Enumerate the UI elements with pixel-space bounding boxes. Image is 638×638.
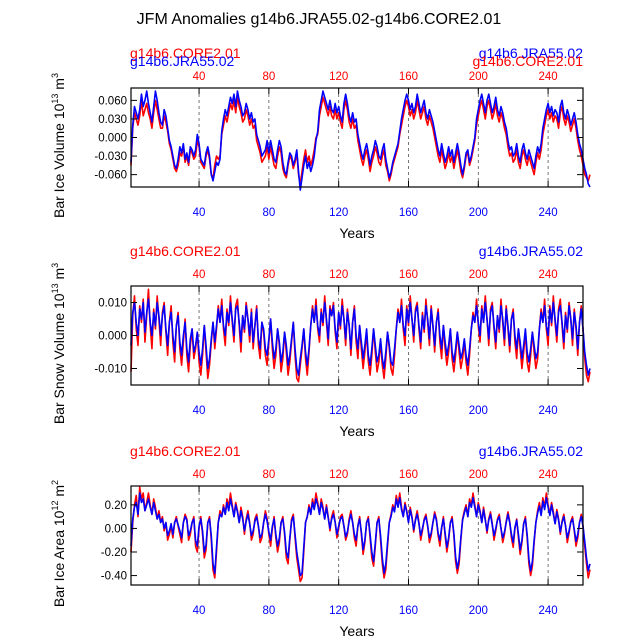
ytick-label: -0.40 — [101, 571, 127, 583]
series-line-jra — [130, 492, 591, 577]
xtick-label-top: 80 — [262, 269, 275, 281]
legend-left-top: g14b6.CORE2.01 — [130, 243, 241, 259]
ytick-label: -0.010 — [94, 364, 127, 376]
panels: 0.060 0.030 0.000 -0.030 -0.060 40 40 80 80 120 12… — [50, 45, 591, 638]
xtick-label-bottom: 200 — [469, 207, 488, 219]
ytick-label: 0.000 — [98, 133, 127, 145]
y-axis-label-main: Bar Ice Volume 10 — [51, 103, 67, 218]
series-line-jra — [130, 90, 591, 191]
ytick-label: 0.000 — [98, 331, 127, 343]
legend-right-bottom: g14b6.CORE2.01 — [472, 53, 583, 69]
xtick-label-top: 40 — [193, 269, 206, 281]
series-line-core — [130, 96, 591, 185]
xtick-label-bottom: 240 — [539, 207, 558, 219]
xtick-label-top: 80 — [262, 71, 275, 83]
y-axis-label-exp: 12 — [50, 501, 60, 511]
y-axis-label: Bar Ice Area 1012 m2 — [50, 480, 67, 607]
xtick-label-bottom: 160 — [399, 405, 418, 417]
ytick-label: 0.20 — [105, 500, 127, 512]
legend-left-top: g14b6.CORE2.01 — [130, 443, 241, 459]
x-axis-label: Years — [339, 225, 374, 241]
xtick-label-top: 120 — [329, 71, 348, 83]
y-axis-label-main: Bar Snow Volume 10 — [51, 293, 67, 424]
legend-right-top: g14b6.JRA55.02 — [479, 45, 584, 61]
y-axis-label-unit-exp: 3 — [50, 263, 60, 268]
ytick-label: 0.060 — [98, 95, 127, 107]
y-axis-label: Bar Ice Volume 1013 m3 — [50, 73, 67, 218]
ytick-label: 0.030 — [98, 114, 127, 126]
y-axis-label-exp: 13 — [50, 283, 60, 293]
xtick-label-bottom: 160 — [399, 605, 418, 617]
y-axis-label-unit: m — [51, 78, 67, 94]
xtick-label-top: 120 — [329, 269, 348, 281]
xtick-label-top: 200 — [469, 71, 488, 83]
xtick-label-bottom: 200 — [469, 605, 488, 617]
y-axis-label-unit-exp: 2 — [50, 480, 60, 485]
x-axis-label: Years — [339, 423, 374, 439]
xtick-label-bottom: 160 — [399, 207, 418, 219]
series-line-jra — [130, 298, 591, 376]
ytick-label: -0.20 — [101, 547, 127, 559]
series-line-core — [130, 486, 591, 583]
xtick-label-bottom: 120 — [329, 605, 348, 617]
y-axis-label-exp: 13 — [50, 94, 60, 104]
legend-right-top: g14b6.JRA55.02 — [479, 243, 584, 259]
xtick-label-top: 240 — [539, 71, 558, 83]
xtick-label-bottom: 80 — [262, 605, 275, 617]
xtick-label-bottom: 120 — [329, 405, 348, 417]
xtick-label-top: 160 — [399, 71, 418, 83]
xtick-label-top: 240 — [539, 469, 558, 481]
y-axis-label-main: Bar Ice Area 10 — [51, 510, 67, 607]
panel-ice-volume: 0.060 0.030 0.000 -0.030 -0.060 40 40 80 80 120 12… — [50, 45, 591, 241]
y-axis-label-unit: m — [51, 485, 67, 501]
legend-left-bottom: g14b6.JRA55.02 — [130, 53, 235, 69]
xtick-label-top: 160 — [399, 469, 418, 481]
y-axis-label: Bar Snow Volume 1013 m3 — [50, 263, 67, 424]
legend-right-top: g14b6.JRA55.02 — [479, 443, 584, 459]
xtick-label-top: 40 — [193, 469, 206, 481]
x-axis-label: Years — [339, 623, 374, 638]
xtick-label-bottom: 40 — [193, 405, 206, 417]
xtick-label-bottom: 240 — [539, 405, 558, 417]
xtick-label-bottom: 80 — [262, 207, 275, 219]
y-axis-label-unit: m — [51, 268, 67, 284]
xtick-label-top: 160 — [399, 269, 418, 281]
xtick-label-bottom: 240 — [539, 605, 558, 617]
xtick-label-bottom: 120 — [329, 207, 348, 219]
xtick-label-top: 120 — [329, 469, 348, 481]
xtick-label-top: 40 — [193, 71, 206, 83]
plot-frame — [130, 485, 584, 586]
xtick-label-bottom: 200 — [469, 405, 488, 417]
figure-title: JFM Anomalies g14b6.JRA55.02-g14b6.CORE2… — [137, 11, 502, 28]
legend-left-top: g14b6.CORE2.01 — [130, 45, 241, 61]
xtick-label-top: 200 — [469, 469, 488, 481]
xtick-label-bottom: 40 — [193, 605, 206, 617]
ytick-label: 0.010 — [98, 298, 127, 310]
xtick-label-top: 80 — [262, 469, 275, 481]
ytick-label: 0.00 — [105, 523, 127, 535]
y-axis-label-unit-exp: 3 — [50, 73, 60, 78]
xtick-label-bottom: 80 — [262, 405, 275, 417]
ytick-label: -0.060 — [94, 170, 127, 182]
xtick-label-bottom: 40 — [193, 207, 206, 219]
panel-snow-volume: 0.010 0.000 -0.010 40 40 80 80 120 120 160 160 200 2… — [50, 243, 591, 439]
panel-ice-area: 0.20 0.00 -0.20 -0.40 40 40 80 80 120 120 160 160 20… — [50, 443, 591, 638]
xtick-label-top: 240 — [539, 269, 558, 281]
xtick-label-top: 200 — [469, 269, 488, 281]
ytick-label: -0.030 — [94, 151, 127, 163]
